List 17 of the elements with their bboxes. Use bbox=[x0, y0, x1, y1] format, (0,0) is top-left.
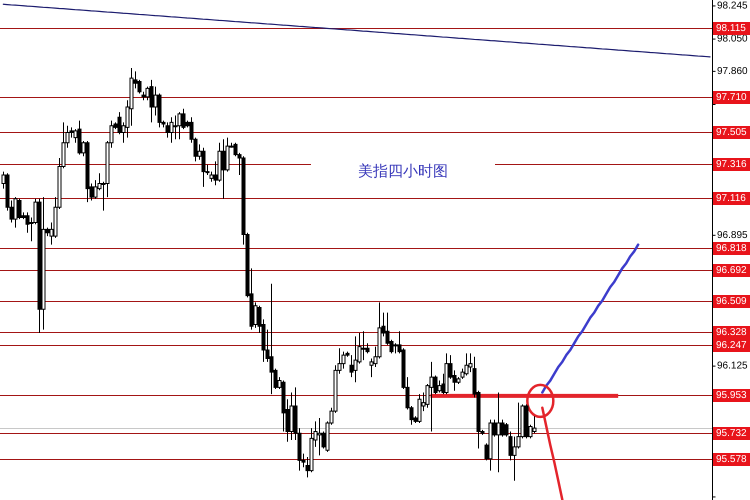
ref-line-label: 95.578 bbox=[716, 454, 748, 465]
ref-line-label: 96.328 bbox=[716, 327, 748, 338]
y-tick-label: 96.125 bbox=[717, 360, 748, 372]
y-tick-label: 96.895 bbox=[717, 230, 748, 241]
ref-line-label: 97.710 bbox=[716, 92, 748, 103]
ref-line-label: 95.953 bbox=[716, 390, 748, 401]
ref-line-label: 97.505 bbox=[716, 127, 748, 138]
ref-line-label: 96.818 bbox=[716, 243, 748, 254]
y-tick-label: 97.860 bbox=[717, 66, 748, 77]
ref-line-label: 95.732 bbox=[716, 428, 748, 439]
ref-line-label: 96.509 bbox=[716, 296, 748, 307]
ref-line-label: 98.115 bbox=[716, 23, 746, 34]
ref-line-label: 96.247 bbox=[716, 340, 748, 351]
y-tick-label: 98.245 bbox=[717, 0, 748, 12]
ref-line-label: 97.116 bbox=[716, 193, 746, 204]
ref-line-label: 96.692 bbox=[716, 265, 748, 276]
ref-line-label: 97.316 bbox=[716, 159, 748, 170]
